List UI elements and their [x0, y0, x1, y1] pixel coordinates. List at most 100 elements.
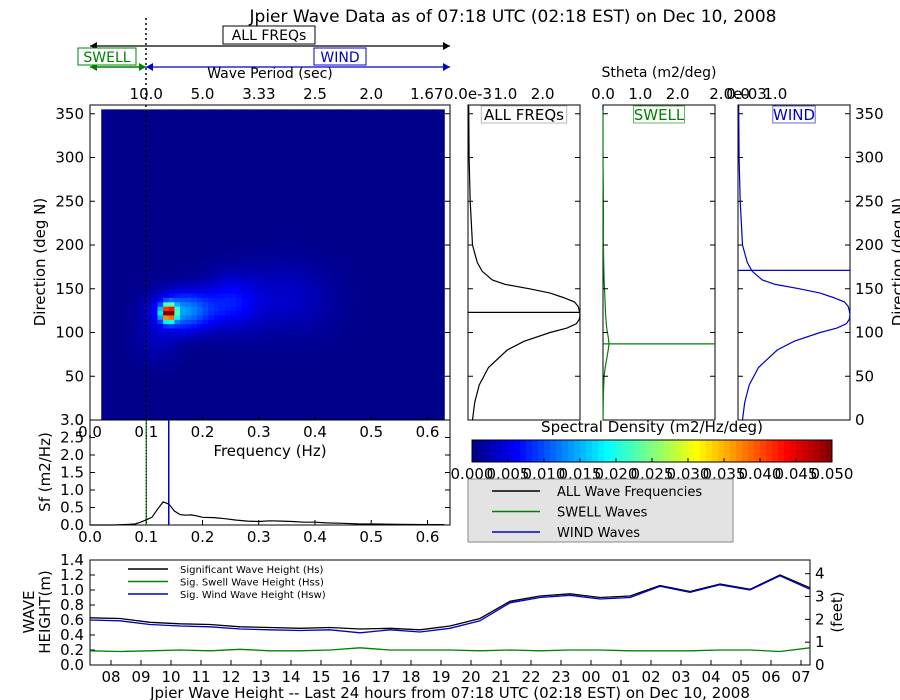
heatmap-cell — [112, 113, 119, 119]
heatmap-cell — [376, 284, 383, 290]
heatmap-cell — [163, 188, 170, 193]
heatmap-cell — [140, 306, 147, 312]
heatmap-cell — [241, 367, 248, 373]
colorbar-cell — [550, 440, 557, 462]
heatmap-cell — [371, 201, 378, 207]
heatmap-cell — [140, 415, 147, 421]
heatmap-cell — [427, 179, 434, 185]
heatmap-cell — [151, 236, 158, 242]
heatmap-cell — [213, 354, 220, 360]
heatmap-cell — [112, 157, 119, 163]
heatmap-cell — [286, 380, 293, 386]
heatmap-cell — [213, 122, 220, 128]
heatmap-cell — [270, 398, 277, 403]
heatmap-cell — [101, 170, 108, 176]
heatmap-cell — [219, 376, 226, 382]
heatmap-cell — [106, 310, 113, 316]
heatmap-cell — [427, 109, 434, 115]
heatmap-cell — [275, 345, 282, 351]
heatmap-cell — [275, 297, 282, 303]
heatmap-cell — [129, 380, 136, 386]
heatmap-cell — [106, 271, 113, 277]
heatmap-cell — [433, 223, 440, 228]
heatmap-cell — [157, 210, 164, 215]
heatmap-cell — [309, 306, 316, 312]
heatmap-cell — [388, 170, 395, 176]
heatmap-cell — [213, 301, 220, 307]
heatmap-cell — [236, 363, 243, 368]
colorbar-cell — [676, 440, 683, 462]
heatmap-cell — [303, 301, 310, 307]
heatmap-cell — [410, 118, 417, 123]
heatmap-cell — [241, 218, 248, 224]
heatmap-cell — [236, 126, 243, 132]
heatmap-cell — [123, 411, 130, 417]
heatmap-cell — [371, 175, 378, 180]
heatmap-cell — [388, 275, 395, 281]
heatmap-cell — [174, 323, 181, 329]
heatmap-cell — [320, 258, 327, 263]
heatmap-cell — [191, 341, 198, 347]
heatmap-cell — [185, 319, 192, 325]
heatmap-cell — [303, 354, 310, 360]
heatmap-cell — [326, 341, 333, 347]
heatmap-cell — [247, 315, 254, 320]
heatmap-cell — [101, 288, 108, 294]
heatmap-cell — [382, 350, 389, 355]
heatmap-cell — [309, 201, 316, 207]
sf-y-tick-label: 0.0 — [60, 516, 84, 534]
heatmap-cell — [112, 380, 119, 386]
heatmap-cell — [343, 201, 350, 207]
heatmap-cell — [292, 402, 299, 408]
heatmap-cell — [247, 218, 254, 224]
heatmap-cell — [382, 393, 389, 399]
heatmap-cell — [326, 358, 333, 364]
heatmap-cell — [427, 131, 434, 137]
heatmap-cell — [151, 245, 158, 250]
heatmap-cell — [309, 170, 316, 176]
heatmap-cell — [191, 402, 198, 408]
heatmap-cell — [270, 140, 277, 145]
heatmap-cell — [101, 402, 108, 408]
heatmap-cell — [382, 214, 389, 220]
heatmap-cell — [393, 192, 400, 198]
heatmap-cell — [315, 411, 322, 417]
heatmap-cell — [286, 227, 293, 233]
heatmap-cell — [219, 315, 226, 320]
heatmap-cell — [421, 175, 428, 180]
heatmap-cell — [247, 266, 254, 272]
heatmap-cell — [106, 371, 113, 377]
heatmap-cell — [135, 140, 142, 145]
heatmap-cell — [253, 319, 260, 325]
heatmap-cell — [157, 236, 164, 242]
heatmap-cell — [393, 179, 400, 185]
heatmap-cell — [135, 109, 142, 115]
heatmap-cell — [163, 144, 170, 150]
heatmap-cell — [247, 301, 254, 307]
heatmap-cell — [112, 249, 119, 255]
heatmap-cell — [123, 328, 130, 333]
heatmap-cell — [275, 328, 282, 333]
heatmap-cell — [264, 183, 271, 189]
heatmap-cell — [371, 358, 378, 364]
heatmap-cell — [258, 188, 265, 193]
heatmap-cell — [101, 358, 108, 364]
heatmap-cell — [264, 350, 271, 355]
heatmap-cell — [112, 323, 119, 329]
heatmap-cell — [157, 240, 164, 246]
heatmap-cell — [146, 345, 153, 351]
heatmap-cell — [157, 157, 164, 163]
heatmap-cell — [343, 148, 350, 154]
heatmap-cell — [151, 140, 158, 145]
heatmap-cell — [236, 358, 243, 364]
heatmap-cell — [343, 175, 350, 180]
heatmap-cell — [174, 218, 181, 224]
heatmap-cell — [326, 175, 333, 180]
heatmap-cell — [303, 113, 310, 119]
heatmap-cell — [129, 131, 136, 137]
heatmap-cell — [433, 332, 440, 338]
heatmap-cell — [393, 157, 400, 163]
heatmap-cell — [174, 223, 181, 228]
ts-series-line — [89, 647, 811, 653]
heatmap-cell — [326, 192, 333, 198]
